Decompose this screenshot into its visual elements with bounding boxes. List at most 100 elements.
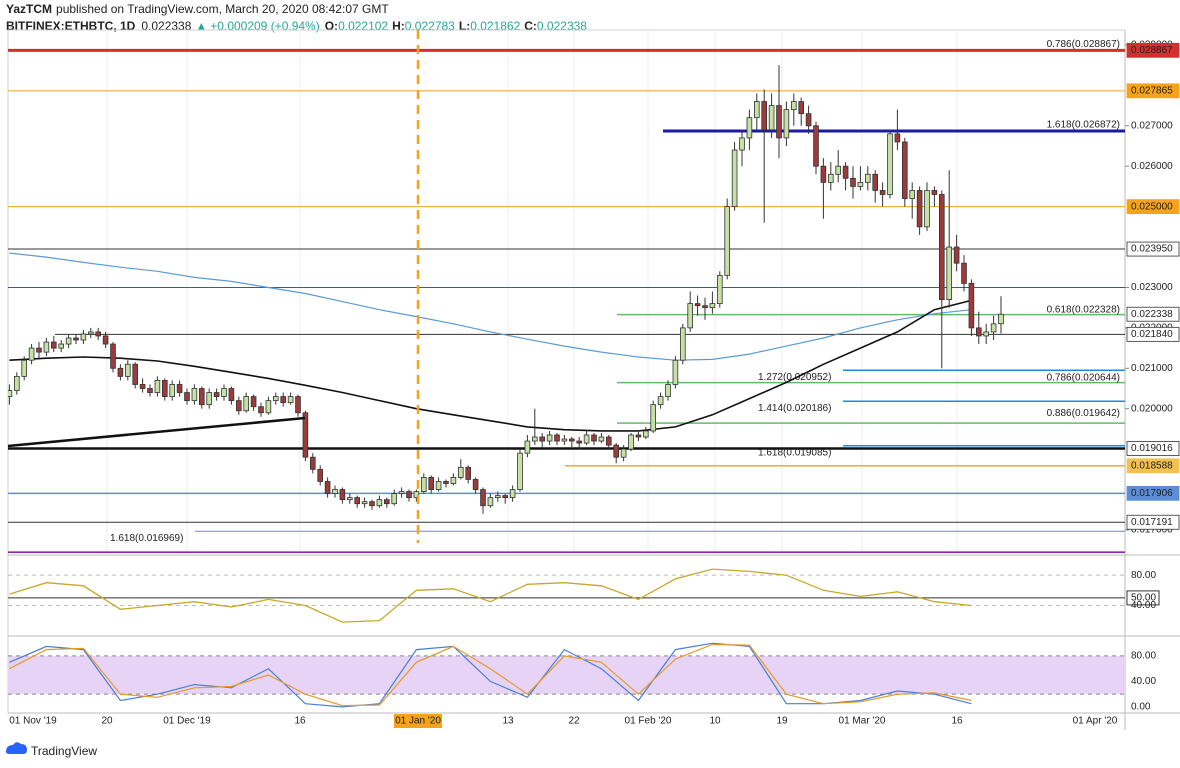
- price-tag: [1126, 83, 1180, 99]
- candle-body: [406, 491, 412, 499]
- candle-body: [346, 497, 353, 501]
- candle-body: [376, 499, 383, 507]
- candle-body: [213, 392, 220, 397]
- rsi-line: [9, 568, 972, 623]
- candle-body: [428, 477, 434, 490]
- candle-body: [909, 190, 915, 199]
- candle-body: [916, 190, 923, 228]
- candle-body: [391, 493, 397, 505]
- price-tag: [1126, 441, 1180, 456]
- candle-body: [361, 501, 368, 505]
- candle-body: [791, 101, 797, 111]
- candle-body: [198, 388, 205, 406]
- stat-value: 0.022783: [405, 19, 455, 33]
- price-tag-label: 0.017906: [1131, 488, 1173, 499]
- price-tag-label: 0.021840: [1131, 329, 1173, 340]
- arrow: ▲: [195, 19, 207, 33]
- price-tag: [1126, 306, 1180, 322]
- candle-body: [494, 495, 501, 499]
- indicator-panes: [8, 568, 1125, 708]
- candle-body: [317, 468, 323, 482]
- symbol-line: BITFINEX:ETHBTC, 1D 0.022338 ▲ +0.000209 (+…: [6, 19, 587, 33]
- price-pane: 0.786(0.028867) 1.618(0.026872) 0.618(0.02…: [8, 30, 1125, 553]
- candle-body: [620, 448, 627, 458]
- candle-body: [576, 440, 582, 444]
- candle-body: [887, 133, 893, 195]
- candle-body: [243, 396, 250, 412]
- candle-body: [583, 434, 590, 444]
- stoch-tick-label: 40.00: [1131, 676, 1156, 687]
- price-tag-label: 0.018588: [1131, 460, 1173, 471]
- candle-body: [635, 434, 642, 438]
- candle-body: [650, 404, 656, 432]
- candle-body: [946, 246, 952, 300]
- candle-body: [280, 396, 286, 404]
- level-label: 0.886(0.019642): [1047, 408, 1120, 419]
- candle-body: [776, 105, 782, 139]
- candle-body: [709, 303, 716, 309]
- y-tick-label: 0.017000: [1131, 525, 1173, 536]
- candle-body: [250, 396, 257, 408]
- candle-body: [88, 331, 94, 335]
- candle-body: [746, 117, 753, 139]
- candle-body: [961, 262, 967, 284]
- candle-body: [731, 149, 738, 208]
- candle-body: [369, 501, 375, 507]
- candle-body: [287, 396, 294, 404]
- candle-body: [51, 341, 57, 349]
- price-tag: [1126, 326, 1180, 342]
- candle-body: [221, 388, 227, 397]
- trend-line: [7, 416, 306, 448]
- stat-label: C:: [524, 19, 537, 33]
- candle-body: [147, 388, 153, 393]
- candle-body: [398, 491, 405, 494]
- candle-body: [931, 190, 938, 195]
- y-tick-label: 0.023000: [1131, 282, 1173, 293]
- candle-body: [420, 477, 427, 492]
- level-label: 0.786(0.028867): [1047, 39, 1120, 50]
- x-tick-label: 16: [294, 716, 306, 727]
- rsi-tick-label: 40.00: [1131, 600, 1156, 611]
- x-tick-label: 13: [502, 716, 514, 727]
- candle-body: [591, 434, 597, 442]
- candle-body: [465, 466, 471, 480]
- candle-body: [768, 105, 775, 131]
- crosshair-label-bg: [394, 714, 442, 728]
- candle-body: [613, 444, 619, 458]
- candle-body: [487, 497, 494, 507]
- x-tick-label: 01 Mar '20: [839, 716, 886, 727]
- candle-body: [657, 396, 664, 406]
- price-tag: [1126, 241, 1180, 257]
- candle-body: [598, 436, 605, 442]
- candle-body: [687, 303, 693, 329]
- candle-body: [783, 109, 790, 139]
- level-label: 1.618(0.026872): [1047, 120, 1120, 131]
- candle-body: [176, 384, 183, 393]
- moving-average: [9, 299, 972, 432]
- candle-body: [80, 333, 87, 341]
- candle-body: [561, 438, 568, 442]
- x-tick-label: 10: [709, 716, 721, 727]
- stoch-tick-label: 0.00: [1131, 702, 1151, 713]
- candle-body: [509, 489, 516, 499]
- candle-body: [472, 479, 479, 490]
- candle-body: [228, 388, 235, 402]
- candle-body: [125, 363, 131, 377]
- candle-body: [95, 331, 102, 337]
- candle-body: [450, 477, 457, 484]
- candle-body: [798, 101, 804, 115]
- price-tag-label: 0.017191: [1131, 517, 1173, 528]
- candle-body: [820, 165, 827, 183]
- candle-body: [110, 343, 116, 369]
- candle-body: [739, 137, 745, 151]
- moving-average: [9, 252, 972, 361]
- publish-line: YazTCM published on TradingView.com, Marc…: [6, 2, 389, 16]
- level-label: 1.272(0.020952): [758, 372, 831, 383]
- level-label: 0.618(0.022328): [1047, 304, 1120, 315]
- candle-body: [805, 113, 812, 127]
- stat-label: H:: [392, 19, 405, 33]
- candle-body: [643, 430, 649, 438]
- rsi-tick-label: 80.00: [1131, 570, 1156, 581]
- level-label: 1.618(0.019085): [758, 447, 831, 458]
